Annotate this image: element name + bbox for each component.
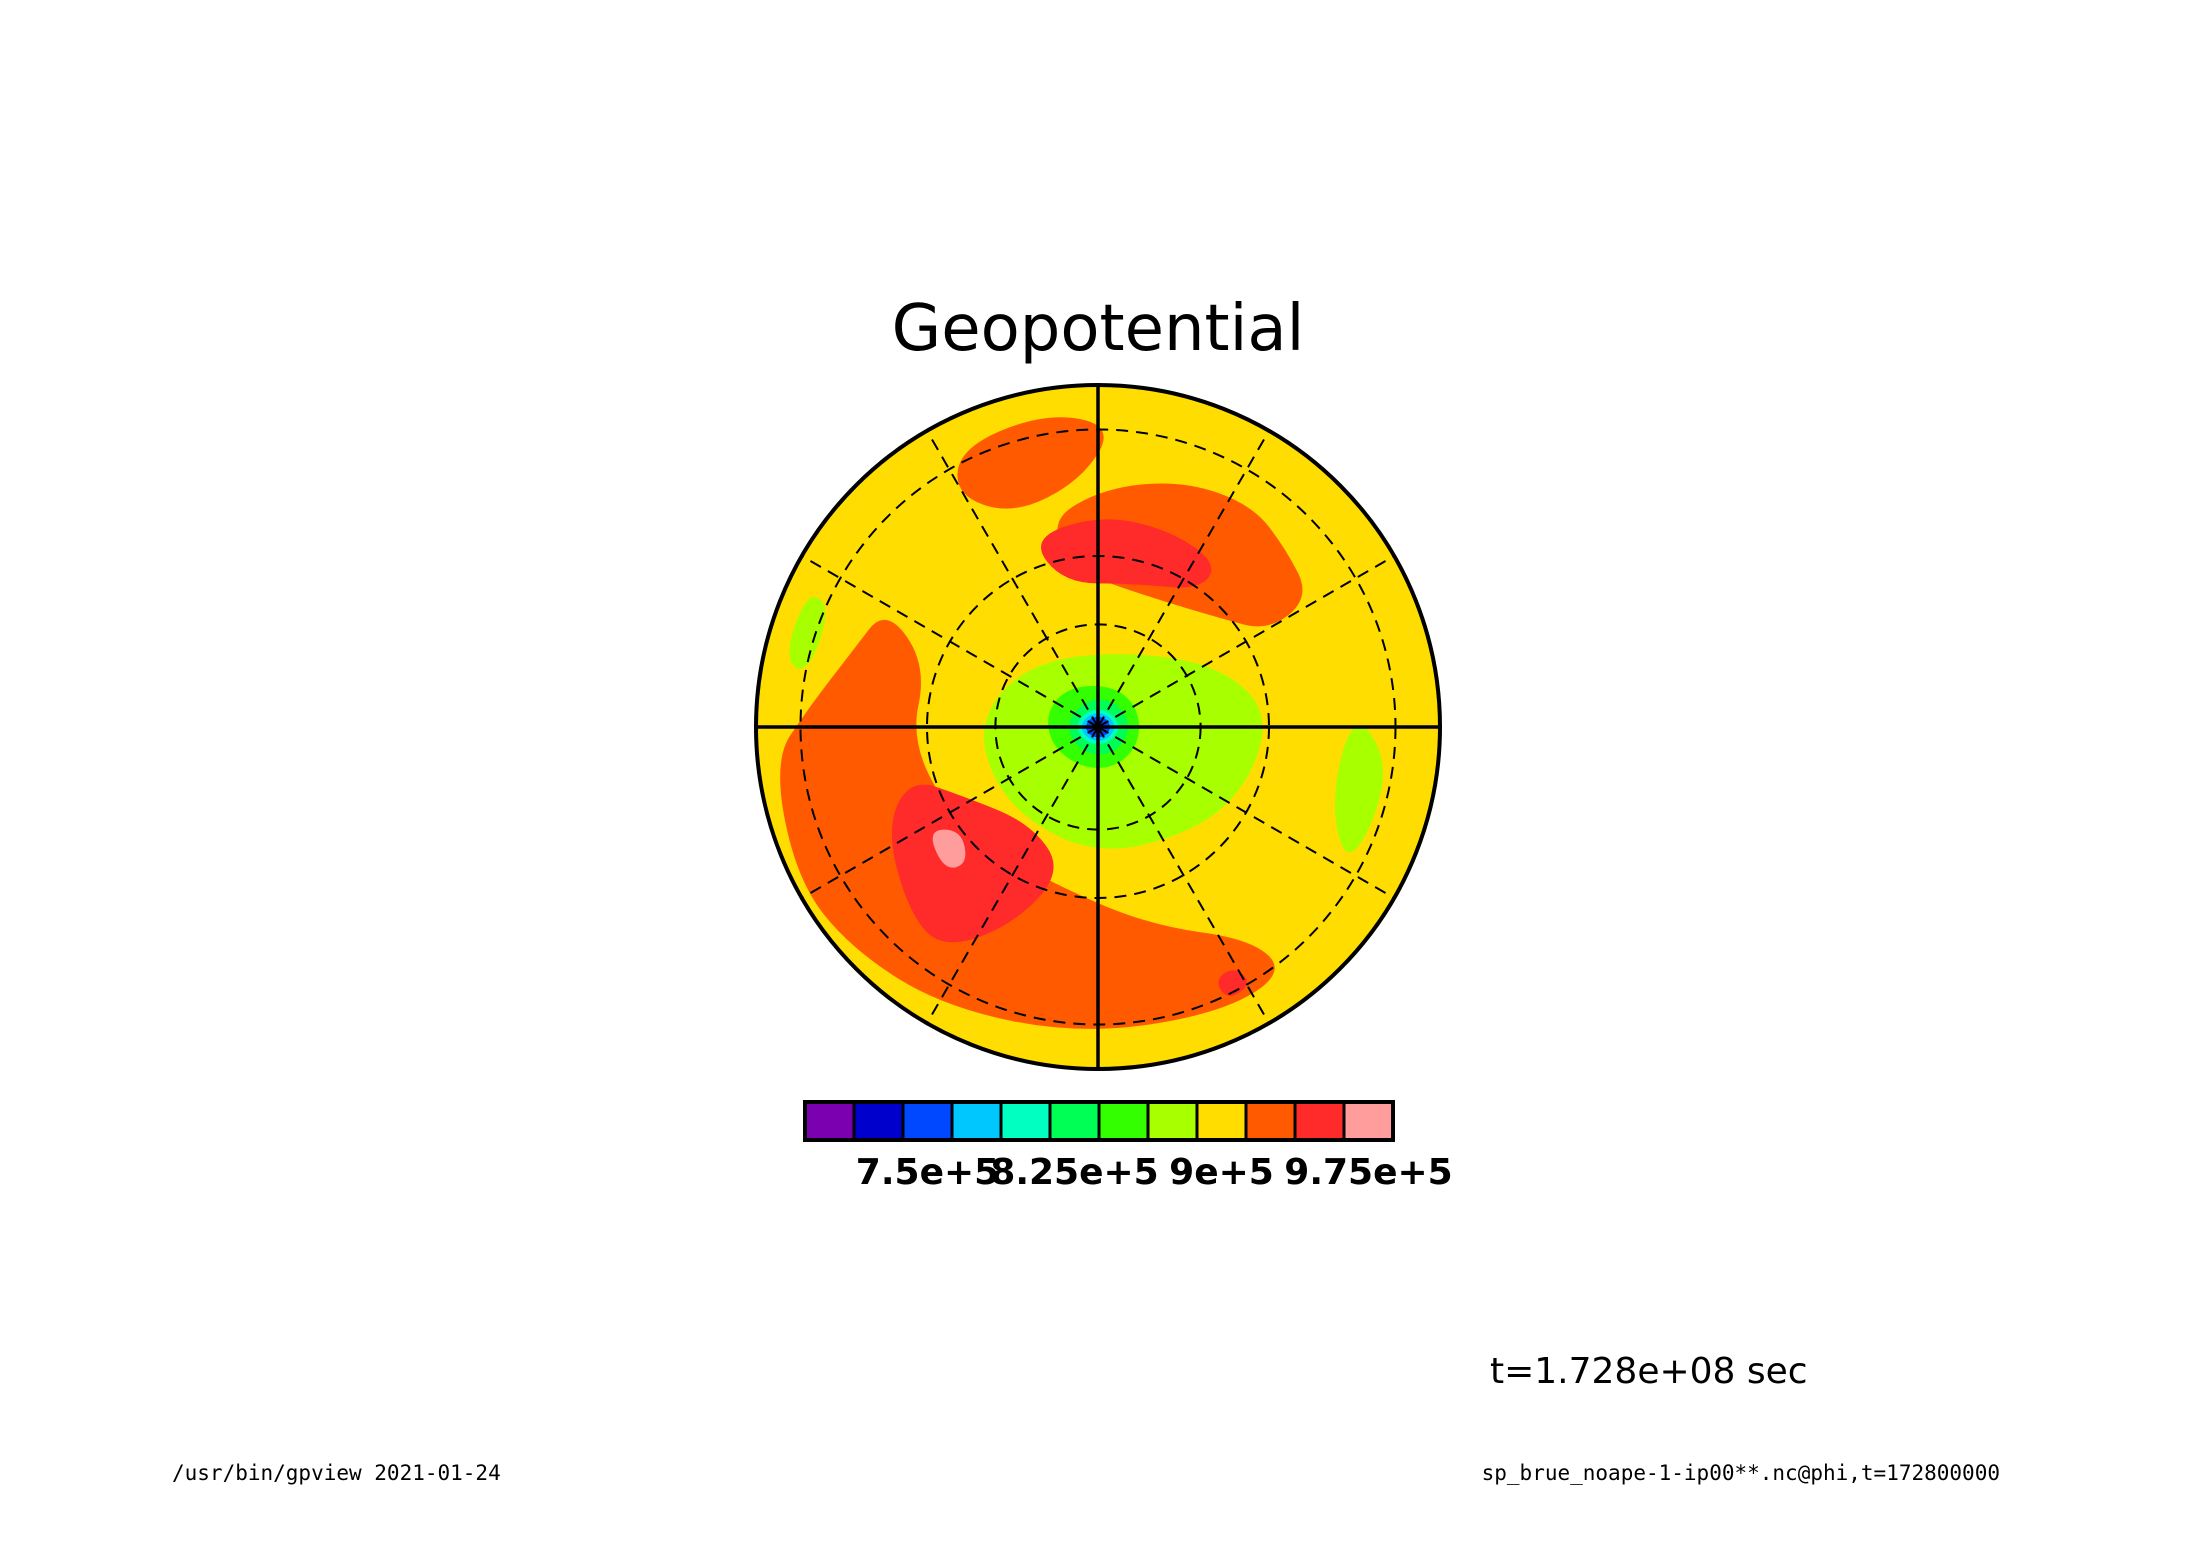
colorbar-tick-label-0: 7.5e+5 xyxy=(856,1152,999,1193)
time-label: t=1.728e+08 sec xyxy=(1490,1351,1808,1392)
colorbar-tick-label-2: 9e+5 xyxy=(1169,1152,1274,1193)
colorbar xyxy=(803,1100,1395,1142)
footer-left: /usr/bin/gpview 2021-01-24 xyxy=(172,1461,501,1485)
meridian-240 xyxy=(926,726,1099,1024)
field-region-level-10-1 xyxy=(1041,519,1212,588)
colorbar-swatch-8 xyxy=(1195,1100,1248,1142)
colorbar-swatch-9 xyxy=(1244,1100,1297,1142)
colorbar-tick-label-1: 8.25e+5 xyxy=(990,1152,1158,1193)
colorbar-swatch-11 xyxy=(1342,1100,1395,1142)
field-region-level-7-2 xyxy=(789,597,826,669)
field-region-level-10-2 xyxy=(1218,970,1247,996)
polar-plot xyxy=(754,383,1442,1071)
plot-boundary xyxy=(754,383,1442,1071)
field-region-level-7-1 xyxy=(1334,725,1384,853)
footer-right: sp_brue_noape-1-ip00**.nc@phi,t=17280000… xyxy=(1482,1461,2000,1485)
meridian-300 xyxy=(1097,726,1270,1024)
meridian-150 xyxy=(801,555,1099,728)
colorbar-tick-label-3: 9.75e+5 xyxy=(1284,1152,1452,1193)
grid-layer xyxy=(756,385,1440,1069)
meridian-120 xyxy=(926,430,1099,728)
colorbar-swatch-1 xyxy=(852,1100,905,1142)
chart-title: Geopotential xyxy=(892,292,1305,366)
colorbar-labels: 7.5e+58.25e+5 9e+5 9.75e+5 xyxy=(856,1152,1453,1193)
colorbar-swatch-5 xyxy=(1048,1100,1101,1142)
colorbar-swatch-10 xyxy=(1293,1100,1346,1142)
meridian-330 xyxy=(1097,726,1395,899)
colorbar-swatch-3 xyxy=(950,1100,1003,1142)
field-region-level-10-0 xyxy=(891,784,1054,943)
colorbar-swatch-4 xyxy=(999,1100,1052,1142)
colorbar-swatch-2 xyxy=(901,1100,954,1142)
colorbar-swatch-7 xyxy=(1146,1100,1199,1142)
field-region-level-11-0 xyxy=(932,829,966,868)
colorbar-swatch-0 xyxy=(803,1100,856,1142)
field-region-level-9-0 xyxy=(780,619,1275,1029)
colorbar-frame xyxy=(803,1100,1395,1142)
meridian-210 xyxy=(801,726,1099,899)
meridian-30 xyxy=(1097,555,1395,728)
colorbar-swatch-6 xyxy=(1097,1100,1150,1142)
meridian-60 xyxy=(1097,430,1270,728)
field-region-level-9-2 xyxy=(957,417,1104,509)
